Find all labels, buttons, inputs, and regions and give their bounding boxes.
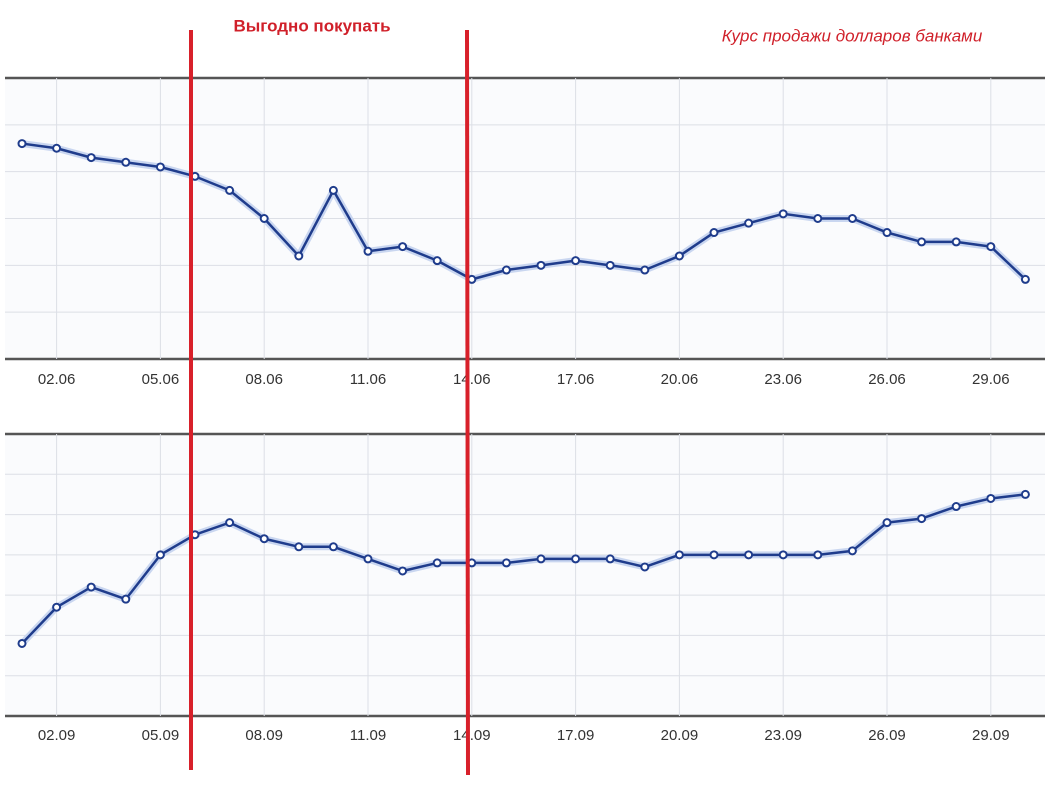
x-tick-label: 29.06 <box>972 371 1010 388</box>
x-tick-label: 02.06 <box>38 371 76 388</box>
point <box>536 260 546 270</box>
point <box>1020 489 1030 499</box>
x-tick-label: 17.09 <box>557 727 595 744</box>
point <box>17 638 27 648</box>
point <box>328 542 338 552</box>
point <box>813 214 823 223</box>
point <box>294 251 304 261</box>
point <box>847 214 857 223</box>
point <box>744 218 754 228</box>
point <box>432 256 442 266</box>
x-tick-label: 26.06 <box>868 371 906 388</box>
point <box>86 153 96 163</box>
x-tick-label: 17.06 <box>557 371 595 388</box>
point <box>259 214 269 223</box>
point <box>674 251 684 261</box>
point <box>52 143 62 153</box>
x-tick-label: 05.06 <box>142 371 180 388</box>
point <box>709 228 719 238</box>
point <box>1020 274 1030 284</box>
point <box>986 242 996 252</box>
x-tick-label: 02.09 <box>38 727 76 744</box>
point <box>294 542 304 552</box>
point <box>571 256 581 266</box>
point <box>536 554 546 564</box>
point <box>674 550 684 560</box>
point <box>778 550 788 560</box>
point <box>882 518 892 528</box>
point <box>225 518 235 528</box>
x-tick-label: 20.06 <box>661 371 699 388</box>
point <box>917 514 927 524</box>
marker-line <box>465 29 470 776</box>
x-tick-label: 23.09 <box>764 727 802 744</box>
point <box>847 546 857 556</box>
x-tick-label: 14.09 <box>453 727 491 744</box>
x-tick-label: 11.06 <box>350 371 386 388</box>
x-tick-label: 05.09 <box>142 727 180 744</box>
point <box>467 274 477 284</box>
point <box>882 228 892 238</box>
point <box>709 550 719 560</box>
point <box>86 582 96 592</box>
point <box>259 534 269 544</box>
point <box>432 558 442 568</box>
point <box>17 139 27 149</box>
point <box>363 246 373 256</box>
point <box>605 260 615 270</box>
point <box>398 242 408 252</box>
chart-title: Курс продажи долларов банками <box>722 26 983 45</box>
point <box>501 265 511 275</box>
point <box>121 594 131 604</box>
point <box>640 562 650 572</box>
point <box>363 554 373 564</box>
point <box>155 550 165 560</box>
point <box>744 550 754 560</box>
point <box>951 502 961 512</box>
point <box>986 493 996 503</box>
point <box>225 185 235 195</box>
x-tick-label: 08.09 <box>245 727 283 744</box>
x-tick-label: 26.09 <box>868 727 906 744</box>
point <box>640 265 650 275</box>
x-tick-label: 20.09 <box>661 727 699 744</box>
point <box>571 554 581 564</box>
point <box>951 237 961 247</box>
point <box>398 566 408 576</box>
x-tick-label: 23.06 <box>764 371 802 388</box>
point <box>328 185 338 195</box>
point <box>121 157 131 167</box>
point <box>813 550 823 560</box>
point <box>778 209 788 219</box>
plot-bg <box>5 434 1045 716</box>
x-tick-label: 11.09 <box>350 727 386 744</box>
point <box>605 554 615 564</box>
point <box>155 162 165 172</box>
x-tick-label: 08.06 <box>245 371 283 388</box>
annotation: Выгодно покупать <box>233 16 390 35</box>
point <box>52 602 62 612</box>
point <box>917 237 927 247</box>
x-tick-label: 29.09 <box>972 727 1010 744</box>
point <box>501 558 511 568</box>
x-tick-label: 14.06 <box>453 371 491 388</box>
